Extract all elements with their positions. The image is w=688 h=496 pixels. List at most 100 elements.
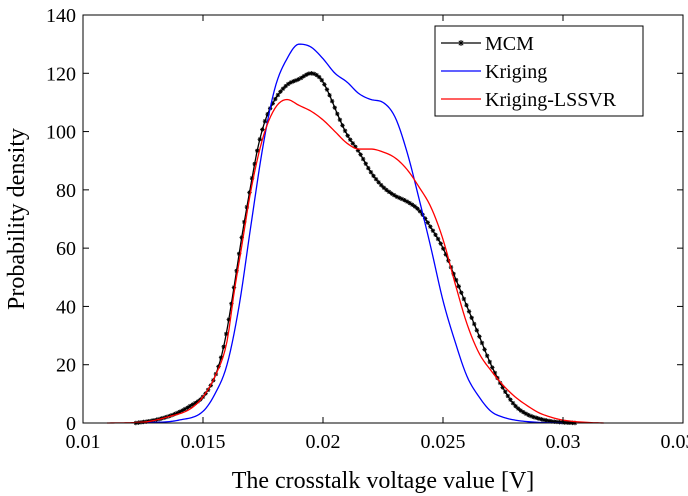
series-marker xyxy=(195,399,201,404)
series-marker xyxy=(508,397,513,402)
series-marker xyxy=(428,224,433,229)
series-marker xyxy=(177,409,182,414)
series-marker xyxy=(260,127,265,132)
series-marker xyxy=(500,385,505,390)
series-marker xyxy=(492,370,498,376)
series-marker xyxy=(221,344,226,350)
series-marker xyxy=(291,79,296,84)
series-marker xyxy=(355,148,361,153)
series-marker xyxy=(546,418,552,424)
series-marker xyxy=(422,216,428,221)
series-marker xyxy=(345,133,350,138)
series-marker xyxy=(353,144,358,149)
series-marker xyxy=(286,81,291,87)
x-tick-label: 0.03 xyxy=(546,431,581,453)
series-marker xyxy=(425,220,430,225)
series-layer xyxy=(106,43,604,426)
series-marker xyxy=(311,71,317,77)
series-marker xyxy=(484,353,490,359)
series-marker xyxy=(340,123,345,128)
series-marker xyxy=(441,246,446,251)
series-marker xyxy=(190,402,195,407)
legend-label: MCM xyxy=(485,33,534,55)
series-marker xyxy=(324,87,330,92)
series-marker xyxy=(394,194,399,199)
series-marker xyxy=(554,419,560,425)
x-tick-label: 0.02 xyxy=(306,431,341,453)
series-marker xyxy=(497,380,503,386)
series-marker xyxy=(337,117,343,122)
series-marker xyxy=(523,411,529,416)
series-marker xyxy=(335,111,340,117)
y-tick-label: 40 xyxy=(56,296,76,318)
series-marker xyxy=(373,177,379,182)
series-marker xyxy=(342,128,348,134)
series-marker xyxy=(503,389,508,394)
series-marker xyxy=(317,74,322,80)
series-marker xyxy=(242,219,247,225)
series-marker xyxy=(283,83,288,89)
series-marker xyxy=(430,228,436,233)
series-marker xyxy=(479,340,485,346)
series-marker xyxy=(265,111,270,117)
legend-label: Kriging xyxy=(485,61,547,83)
series-marker xyxy=(539,417,544,422)
series-marker xyxy=(404,199,410,204)
series-marker xyxy=(239,235,244,240)
series-marker xyxy=(247,190,252,195)
x-tick-label: 0.01 xyxy=(66,431,101,453)
x-axis-title: The crosstalk voltage value [V] xyxy=(232,468,535,494)
series-marker xyxy=(552,419,557,424)
series-marker xyxy=(459,290,464,295)
series-marker xyxy=(249,175,255,181)
series-marker xyxy=(386,189,392,195)
axes-layer: 0.01 0.015 0.02 0.025 0.03 0.035 0 20 40 60 80 100 1… xyxy=(46,5,688,453)
series-marker xyxy=(296,77,301,82)
series-marker xyxy=(350,141,356,146)
series-marker xyxy=(216,364,221,369)
series-line-2 xyxy=(106,98,604,424)
series-marker xyxy=(474,328,480,333)
series-marker xyxy=(293,78,299,83)
series-marker xyxy=(226,317,232,322)
series-marker xyxy=(453,277,459,283)
series-marker xyxy=(332,105,337,110)
series-marker xyxy=(275,92,281,98)
series-marker xyxy=(174,410,180,416)
series-marker xyxy=(182,406,188,412)
x-tick-label: 0.015 xyxy=(181,431,226,453)
y-tick-label: 20 xyxy=(56,355,76,377)
series-marker xyxy=(477,334,482,339)
series-marker xyxy=(187,403,193,409)
series-marker xyxy=(368,170,374,175)
series-marker xyxy=(314,72,319,78)
series-marker xyxy=(466,309,472,314)
series-marker xyxy=(384,187,389,193)
series-marker xyxy=(482,347,487,352)
series-marker xyxy=(472,321,477,327)
y-tick-label: 140 xyxy=(46,5,76,27)
series-marker xyxy=(391,192,397,198)
y-tick-label: 100 xyxy=(46,122,76,144)
series-marker xyxy=(309,71,314,76)
series-marker xyxy=(322,82,327,87)
series-marker xyxy=(306,71,312,76)
series-marker xyxy=(278,89,283,94)
series-marker xyxy=(557,419,562,425)
series-marker xyxy=(229,301,234,306)
series-marker xyxy=(505,393,511,399)
series-marker xyxy=(410,202,415,207)
y-tick-label: 80 xyxy=(56,180,76,202)
series-marker xyxy=(270,101,275,106)
series-marker xyxy=(515,406,521,411)
series-marker xyxy=(433,232,438,237)
series-marker xyxy=(435,236,441,242)
legend: MCM Kriging Kriging-LSSVR xyxy=(434,25,644,117)
series-marker xyxy=(412,204,418,209)
series-marker xyxy=(304,72,309,77)
series-marker xyxy=(381,185,387,190)
series-marker xyxy=(234,268,239,273)
series-marker xyxy=(456,284,461,289)
series-marker xyxy=(298,75,304,81)
